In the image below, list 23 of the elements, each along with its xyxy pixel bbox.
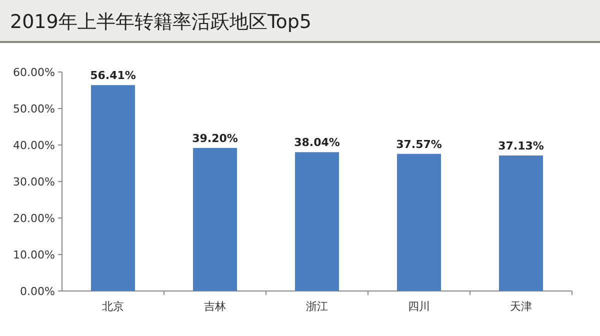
y-tick-label: 30.00% xyxy=(13,176,55,188)
bar xyxy=(499,155,543,291)
data-label: 38.04% xyxy=(294,136,340,150)
y-tick-label: 20.00% xyxy=(13,212,55,225)
y-tick-label: 10.00% xyxy=(13,248,55,262)
data-label: 39.20% xyxy=(192,132,238,145)
x-tick-label: 北京 xyxy=(102,300,124,313)
chart-title: 2019年上半年转籍率活跃地区Top5 xyxy=(10,11,312,33)
x-tick-label: 吉林 xyxy=(204,300,226,313)
y-tick-label: 40.00% xyxy=(13,139,55,152)
data-label: 37.13% xyxy=(498,139,544,152)
bar xyxy=(397,154,441,291)
bar xyxy=(193,148,237,291)
x-tick-label: 四川 xyxy=(408,300,430,313)
data-label: 56.41% xyxy=(90,69,136,82)
data-label: 37.57% xyxy=(396,138,442,151)
bar xyxy=(295,152,339,291)
y-tick-label: 60.00% xyxy=(13,66,55,79)
y-tick-label: 0.00% xyxy=(20,285,55,298)
y-tick-label: 50.00% xyxy=(13,102,55,116)
x-tick-label: 天津 xyxy=(510,300,532,313)
bar xyxy=(91,85,135,291)
x-tick-label: 浙江 xyxy=(306,300,328,313)
